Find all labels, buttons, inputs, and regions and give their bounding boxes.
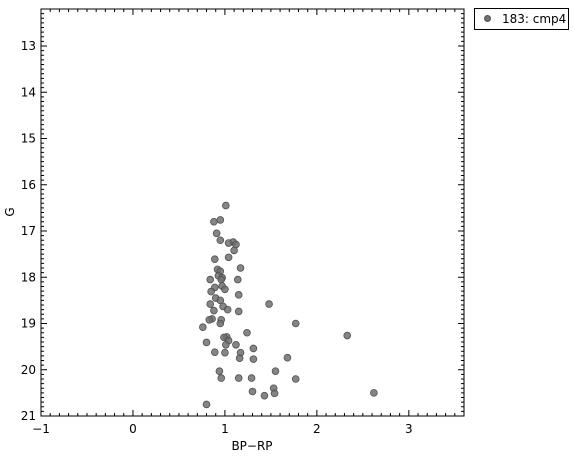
data-point	[217, 275, 226, 284]
data-point	[210, 255, 219, 264]
x-tick-label: 1	[221, 422, 229, 436]
data-point	[291, 319, 300, 328]
data-point	[210, 348, 219, 356]
x-tick-label: 0	[129, 422, 137, 436]
data-point	[260, 391, 269, 400]
data-point	[243, 328, 251, 337]
data-point	[210, 306, 218, 315]
data-point	[210, 217, 218, 226]
y-tick-label: 18	[21, 270, 36, 284]
data-point	[202, 338, 211, 347]
data-point	[234, 374, 243, 382]
data-point	[217, 374, 226, 382]
data-point	[233, 275, 242, 284]
data-points	[199, 201, 378, 409]
y-tick-label: 13	[21, 39, 36, 53]
y-tick-label: 20	[21, 363, 36, 377]
y-tick-label: 21	[21, 409, 36, 423]
data-point	[283, 353, 292, 362]
data-point	[248, 387, 257, 396]
data-point	[216, 319, 225, 328]
data-point	[249, 344, 258, 353]
data-point	[291, 375, 300, 383]
plot-area	[40, 8, 465, 417]
data-point	[206, 300, 215, 308]
data-point	[234, 291, 243, 299]
data-point	[236, 264, 245, 272]
x-tick-label: −1	[32, 422, 50, 436]
data-point	[206, 275, 215, 284]
data-point	[222, 340, 230, 349]
x-tick-label: 3	[405, 422, 413, 436]
y-axis-title: G	[3, 207, 17, 216]
y-tick-label: 14	[21, 85, 36, 99]
data-point	[221, 348, 229, 357]
data-point	[235, 354, 244, 362]
y-axis: 13 14 15 16 17 18 19 20 21	[21, 8, 464, 423]
x-axis-title: BP−RP	[231, 439, 272, 453]
y-tick-label: 19	[21, 317, 36, 331]
data-point	[222, 201, 230, 210]
data-point	[221, 285, 229, 294]
data-point	[216, 236, 225, 245]
data-point	[234, 307, 243, 316]
data-point	[265, 300, 273, 308]
data-point	[249, 355, 258, 363]
x-tick-label: 2	[313, 422, 321, 436]
data-point	[202, 400, 211, 409]
y-tick-label: 16	[21, 178, 36, 192]
data-point	[232, 340, 240, 349]
data-point	[271, 367, 280, 375]
data-point	[370, 389, 378, 397]
data-point	[216, 216, 225, 224]
data-point	[199, 323, 207, 332]
data-point	[343, 331, 352, 340]
data-point	[205, 315, 214, 324]
data-point	[270, 389, 279, 398]
data-point	[212, 229, 221, 238]
legend-marker	[484, 15, 491, 22]
legend: 183: cmp4	[474, 8, 569, 30]
legend-label: 183: cmp4	[502, 12, 567, 26]
data-point	[224, 253, 233, 262]
data-point	[207, 287, 215, 296]
data-point	[223, 305, 232, 314]
data-point	[247, 374, 256, 382]
x-axis: −1 0 1 2 3	[32, 9, 465, 436]
data-point	[230, 246, 238, 255]
y-tick-label: 17	[21, 224, 36, 238]
data-point	[215, 367, 224, 375]
data-point	[224, 239, 233, 247]
y-tick-label: 15	[21, 132, 36, 146]
